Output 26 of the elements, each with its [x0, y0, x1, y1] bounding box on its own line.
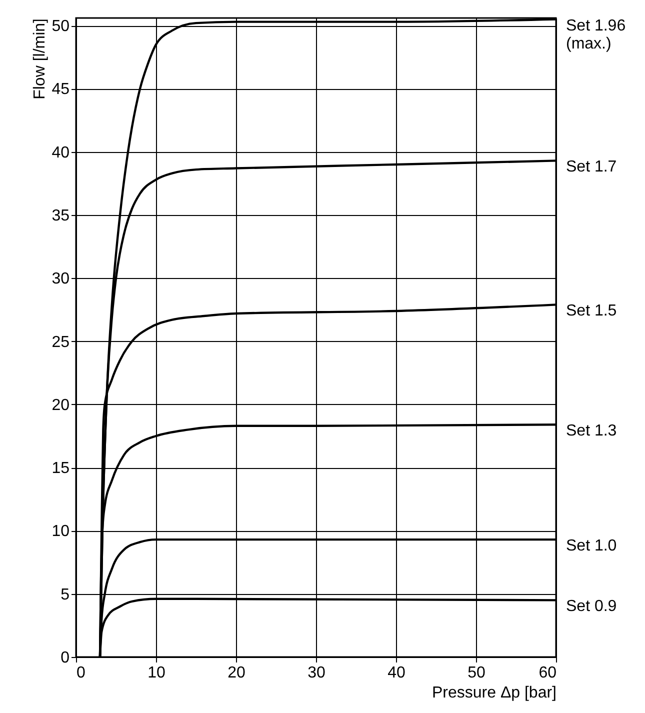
- x-tick-label: 30: [308, 664, 326, 682]
- y-tick-label: 50: [52, 18, 70, 36]
- series-label: Set 1.5: [566, 302, 617, 320]
- y-tick-label: 0: [60, 650, 70, 666]
- x-tick-label: 10: [148, 664, 166, 682]
- y-tick-label: 15: [52, 460, 70, 478]
- y-tick-label: 40: [52, 144, 70, 162]
- x-tick-label: 40: [388, 664, 406, 682]
- y-tick-label: 25: [52, 334, 70, 351]
- x-tick-label: 0: [76, 664, 86, 682]
- y-tick-label: 20: [52, 396, 70, 414]
- y-axis-title: Flow [l/min]: [32, 18, 49, 100]
- y-tick-label: 10: [52, 523, 70, 540]
- series-label: Set 0.9: [566, 598, 617, 616]
- x-tick-label: 60: [538, 664, 557, 682]
- y-tick-label: 45: [52, 81, 70, 98]
- x-tick-label: 50: [468, 664, 486, 682]
- series-label: Set 1.0: [566, 538, 617, 555]
- x-axis-title: Pressure Δp [bar]: [432, 684, 556, 702]
- y-tick-label: 30: [52, 270, 70, 288]
- y-tick-label: 5: [60, 586, 70, 604]
- series-label: Set 1.3: [566, 422, 617, 440]
- y-tick-label: 35: [52, 208, 70, 225]
- x-tick-label: 20: [228, 664, 246, 682]
- series-label: Set 1.96 (max.): [566, 17, 626, 52]
- series-label: Set 1.7: [566, 158, 617, 176]
